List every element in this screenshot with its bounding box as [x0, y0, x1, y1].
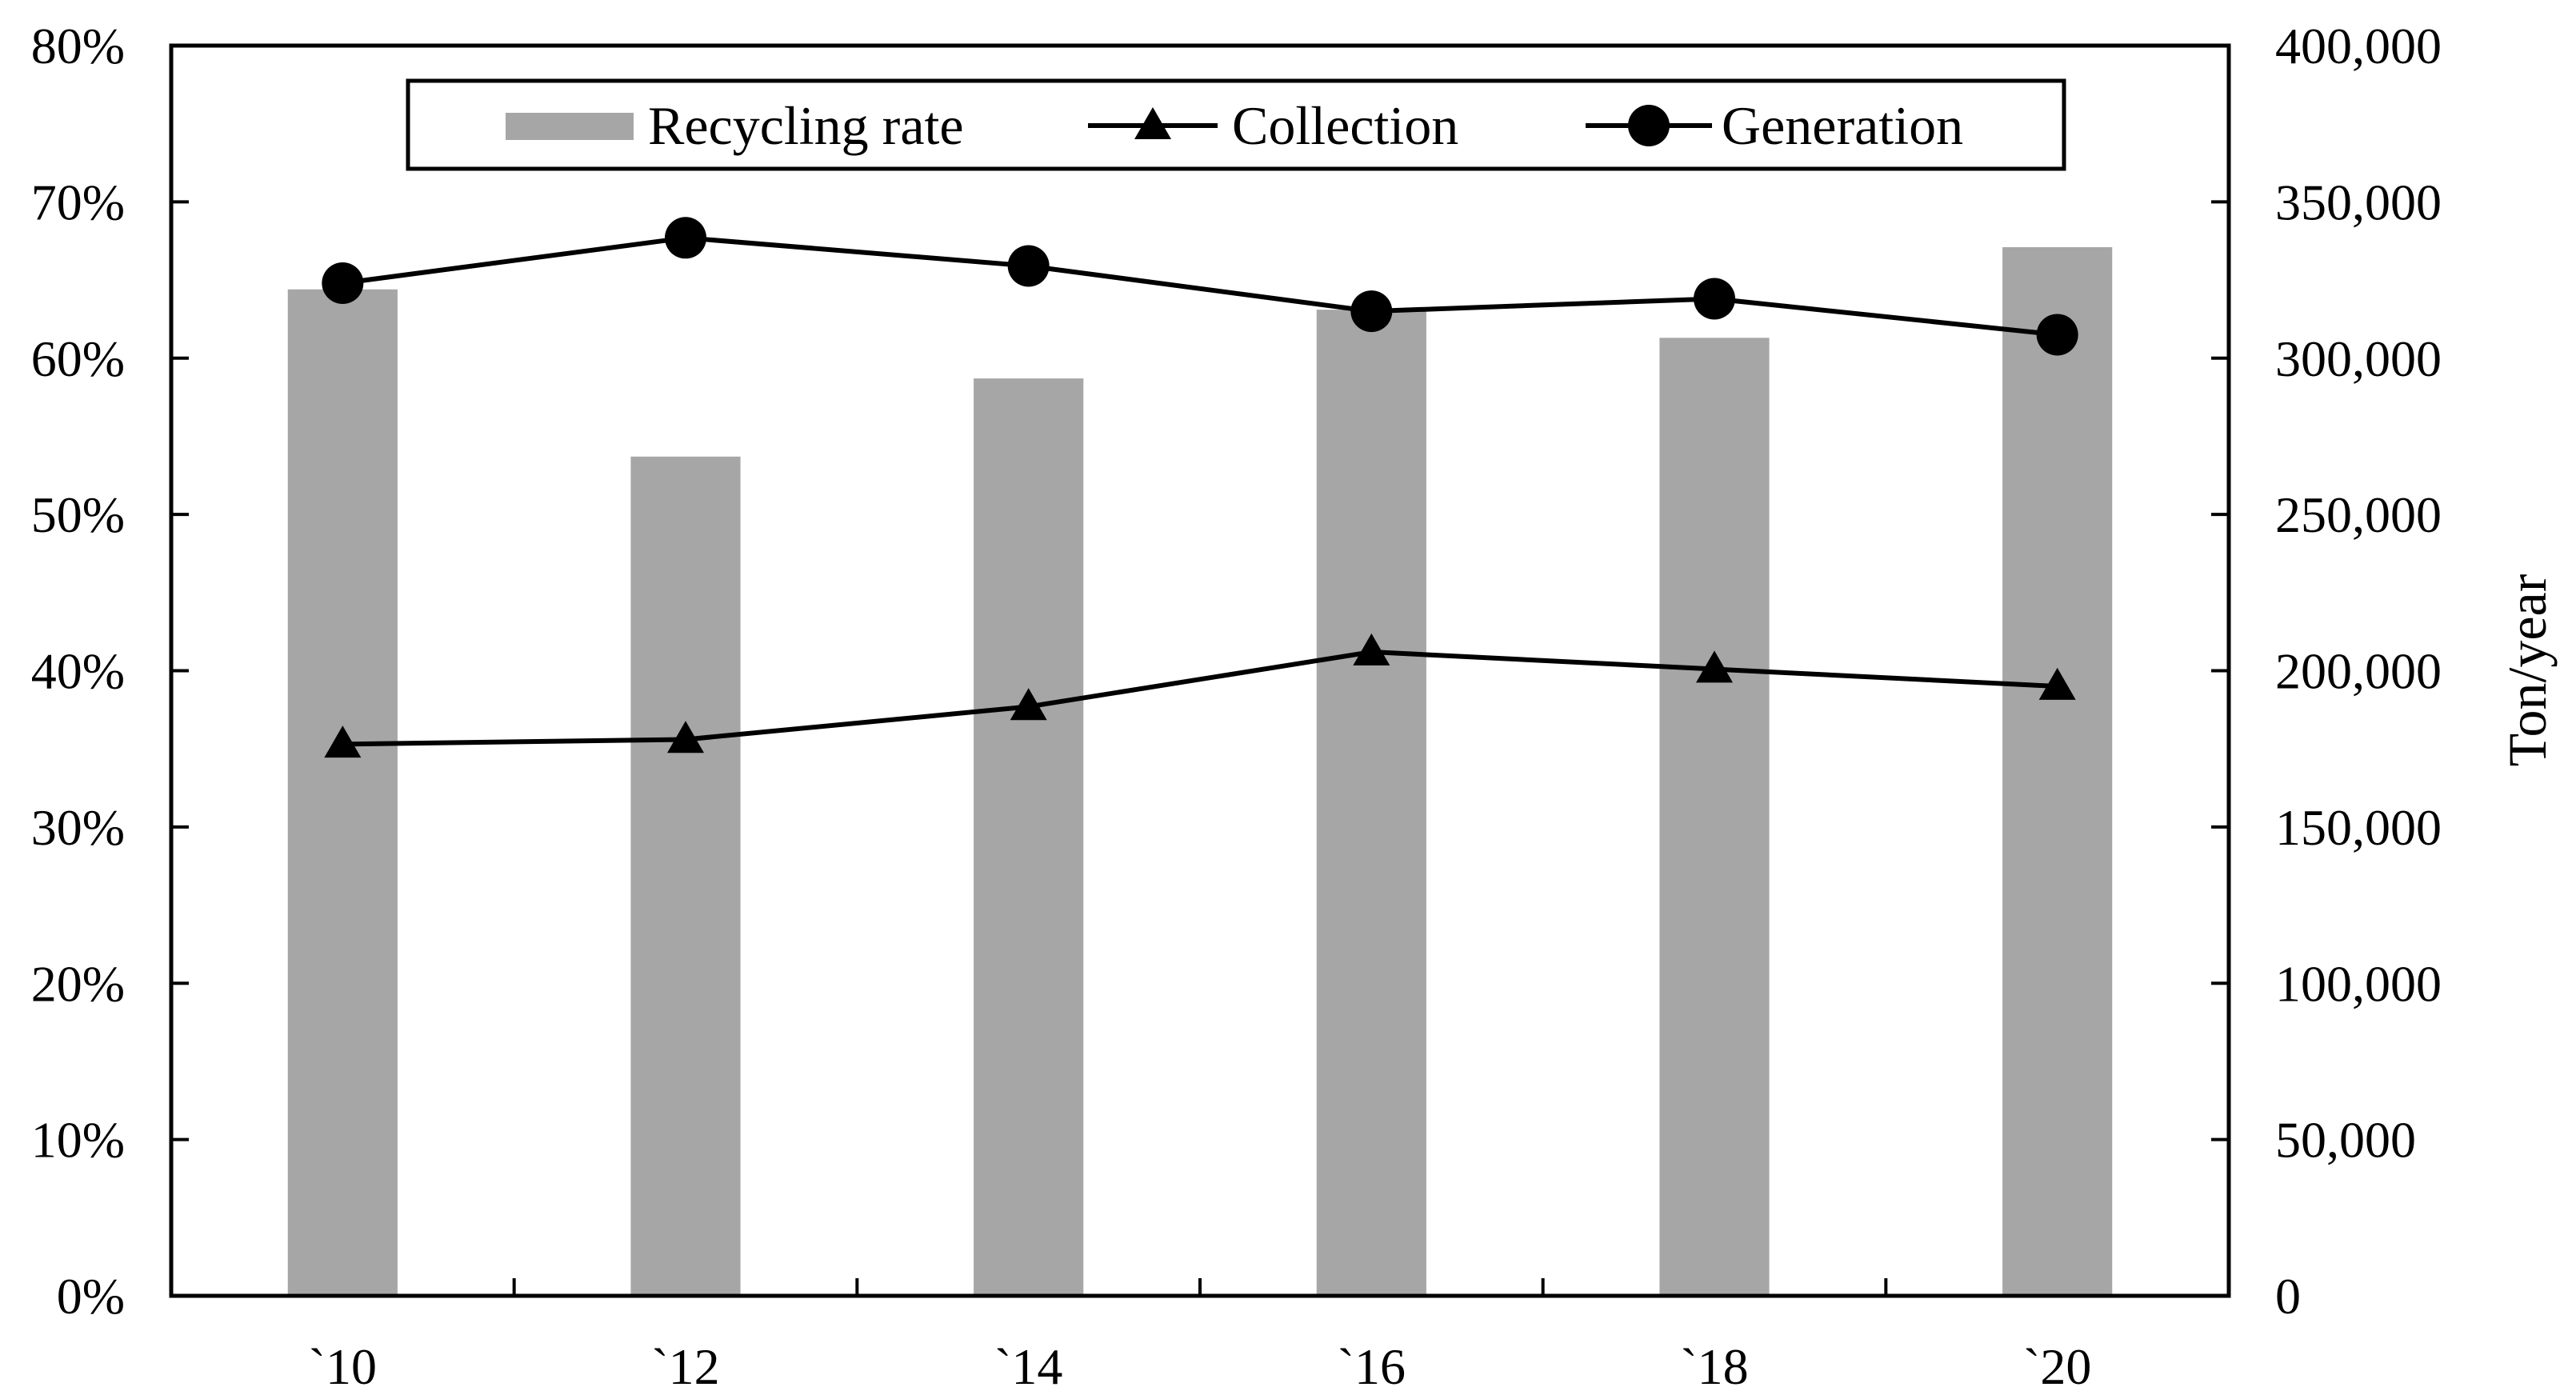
left-tick-label-0: 0%	[57, 1268, 125, 1325]
right-tick-label-5: 250,000	[2275, 486, 2442, 543]
point-generation-5	[2036, 314, 2078, 356]
right-tick-label-7: 350,000	[2275, 174, 2442, 230]
left-tick-label-2: 20%	[31, 955, 125, 1012]
lines-layer	[322, 217, 2078, 758]
point-collection-1	[667, 721, 704, 753]
bars-layer	[287, 247, 2113, 1297]
bar-recycling-rate-4	[1659, 338, 1770, 1296]
x-tick-label-4: `18	[1680, 1338, 1748, 1395]
legend-label-recycling-rate: Recycling rate	[648, 95, 964, 156]
x-tick-label-3: `16	[1338, 1338, 1406, 1395]
right-axis-title: Ton/year	[2497, 574, 2558, 766]
right-tick-label-3: 150,000	[2275, 799, 2442, 856]
legend-swatch-recycling-rate	[506, 113, 634, 140]
point-generation-2	[1007, 245, 1050, 287]
x-tick-label-5: `20	[2023, 1338, 2091, 1395]
legend-triangle-marker	[1134, 107, 1171, 139]
left-tick-label-4: 40%	[31, 643, 125, 700]
right-tick-label-6: 300,000	[2275, 330, 2442, 387]
point-collection-3	[1353, 633, 1390, 666]
bar-recycling-rate-2	[974, 378, 1084, 1297]
left-tick-label-5: 50%	[31, 486, 125, 543]
point-generation-3	[1350, 290, 1393, 333]
legend-circle-marker	[1628, 105, 1670, 146]
bar-recycling-rate-0	[287, 289, 398, 1296]
point-collection-4	[1696, 650, 1733, 683]
point-collection-5	[2038, 667, 2076, 700]
bar-recycling-rate-3	[1316, 310, 1426, 1297]
right-tick-label-0: 0	[2275, 1268, 2301, 1325]
legend: Recycling rate Collection Generation	[406, 78, 2066, 171]
left-tick-label-8: 80%	[31, 18, 125, 74]
legend-label-collection: Collection	[1232, 95, 1458, 156]
left-tick-label-7: 70%	[31, 174, 125, 230]
line-collection	[342, 650, 2058, 747]
right-tick-label-1: 50,000	[2275, 1112, 2416, 1169]
point-collection-0	[324, 725, 362, 758]
x-tick-label-0: `10	[309, 1338, 377, 1395]
x-tick-label-1: `12	[651, 1338, 719, 1395]
labels-layer: 0% 10% 20% 30% 40% 50% 60% 70% 80% 0 50,000 100,000…	[31, 18, 2442, 1395]
x-tick-label-2: `14	[994, 1338, 1062, 1395]
legend-frame	[406, 78, 2066, 171]
bar-recycling-rate-5	[2002, 247, 2113, 1297]
point-generation-1	[665, 217, 706, 259]
left-tick-label-1: 10%	[31, 1112, 125, 1169]
legend-label-generation: Generation	[1722, 95, 1963, 156]
point-generation-0	[322, 262, 364, 304]
bar-recycling-rate-1	[630, 456, 741, 1297]
right-tick-label-2: 100,000	[2275, 955, 2442, 1012]
right-tick-label-8: 400,000	[2275, 18, 2442, 74]
ticks-layer	[170, 44, 2230, 1297]
point-collection-2	[1010, 688, 1047, 721]
right-tick-label-4: 200,000	[2275, 643, 2442, 700]
left-tick-label-6: 60%	[31, 330, 125, 387]
line-generation	[342, 235, 2058, 338]
point-generation-4	[1694, 278, 1735, 320]
left-tick-label-3: 30%	[31, 799, 125, 856]
